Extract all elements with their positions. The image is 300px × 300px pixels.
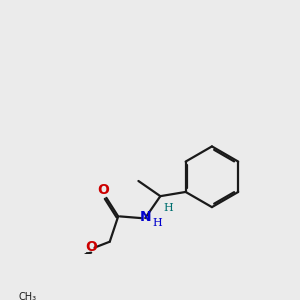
Text: N: N	[140, 210, 151, 224]
Text: O: O	[85, 240, 97, 254]
Text: H: H	[164, 203, 173, 213]
Text: CH₃: CH₃	[19, 292, 37, 300]
Text: O: O	[97, 183, 109, 197]
Text: H: H	[153, 218, 163, 228]
